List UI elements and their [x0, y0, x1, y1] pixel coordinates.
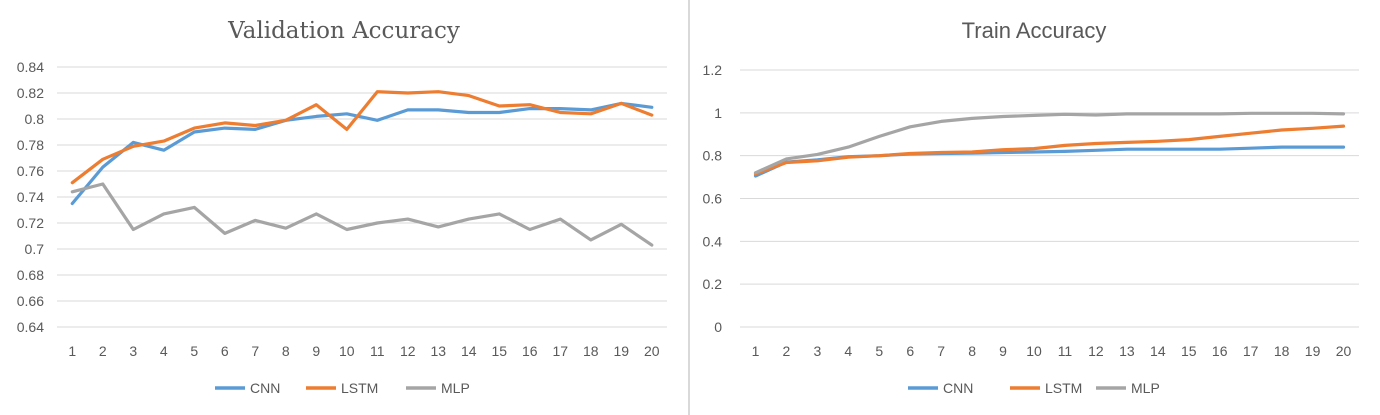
- x-tick-label: 13: [1119, 343, 1135, 359]
- x-tick-label: 10: [1026, 343, 1042, 359]
- x-tick-label: 18: [1274, 343, 1290, 359]
- x-tick-label: 11: [1058, 343, 1073, 359]
- series-line-mlp: [70, 182, 654, 247]
- legend-label-mlp: MLP: [441, 380, 470, 396]
- y-tick-label: 0.64: [17, 319, 44, 335]
- x-tick-label: 17: [552, 343, 568, 359]
- y-tick-label: 0.4: [703, 233, 723, 249]
- y-tick-label: 0.2: [703, 276, 723, 292]
- y-tick-label: 0.68: [17, 267, 44, 283]
- x-tick-label: 14: [1150, 343, 1166, 359]
- x-tick-label: 6: [221, 343, 229, 359]
- x-tick-label: 16: [1212, 343, 1228, 359]
- x-tick-label: 1: [752, 343, 760, 359]
- y-tick-label: 0.76: [17, 163, 44, 179]
- y-tick-label: 0.72: [17, 215, 44, 231]
- x-tick-label: 2: [99, 343, 107, 359]
- series-line-cnn: [753, 145, 1346, 178]
- series-line-cnn: [70, 101, 654, 206]
- legend-label-lstm: LSTM: [341, 380, 378, 396]
- x-tick-label: 7: [937, 343, 945, 359]
- y-tick-label: 1: [714, 105, 722, 121]
- chart-title: Validation Accuracy: [227, 18, 460, 44]
- x-tick-label: 16: [522, 343, 538, 359]
- y-tick-label: 0.8: [703, 148, 723, 164]
- y-tick-label: 0.84: [17, 59, 44, 75]
- y-tick-label: 0: [714, 319, 722, 335]
- legend-label-mlp: MLP: [1131, 380, 1160, 396]
- x-tick-label: 6: [906, 343, 914, 359]
- x-tick-label: 19: [1305, 343, 1321, 359]
- y-tick-label: 0.7: [25, 241, 45, 257]
- x-tick-label: 3: [813, 343, 821, 359]
- series-line-lstm: [70, 90, 654, 185]
- legend-label-lstm: LSTM: [1045, 380, 1082, 396]
- x-tick-label: 14: [461, 343, 477, 359]
- x-tick-label: 9: [312, 343, 320, 359]
- y-tick-label: 0.74: [17, 189, 44, 205]
- x-tick-label: 18: [583, 343, 599, 359]
- x-tick-label: 9: [999, 343, 1007, 359]
- panel-divider: [688, 0, 690, 415]
- legend-label-cnn: CNN: [250, 380, 280, 396]
- x-tick-label: 4: [844, 343, 852, 359]
- x-tick-label: 20: [1336, 343, 1352, 359]
- y-tick-label: 0.78: [17, 137, 44, 153]
- legend-label-cnn: CNN: [943, 380, 973, 396]
- x-tick-label: 11: [370, 343, 385, 359]
- x-tick-label: 8: [282, 343, 290, 359]
- x-tick-label: 20: [644, 343, 660, 359]
- y-tick-label: 0.6: [703, 191, 723, 207]
- x-tick-label: 2: [783, 343, 791, 359]
- x-tick-label: 5: [190, 343, 198, 359]
- x-tick-label: 8: [968, 343, 976, 359]
- x-tick-label: 10: [339, 343, 355, 359]
- chart-title: Train Accuracy: [962, 18, 1107, 43]
- x-tick-label: 15: [1181, 343, 1197, 359]
- y-tick-label: 0.82: [17, 85, 44, 101]
- x-tick-label: 13: [430, 343, 446, 359]
- x-tick-label: 4: [160, 343, 168, 359]
- x-tick-label: 12: [400, 343, 416, 359]
- validation-accuracy-svg: Validation Accuracy 0.64 0.66 0.68 0.7 0.72 0…: [17, 18, 667, 396]
- x-tick-label: 19: [613, 343, 629, 359]
- x-tick-label: 12: [1088, 343, 1104, 359]
- validation-accuracy-chart: Validation Accuracy 0.64 0.66 0.68 0.7 0.72 0…: [0, 0, 688, 415]
- x-tick-label: 15: [491, 343, 507, 359]
- y-tick-label: 1.2: [703, 62, 723, 78]
- y-tick-label: 0.8: [25, 111, 45, 127]
- x-tick-label: 7: [251, 343, 259, 359]
- x-tick-label: 5: [875, 343, 883, 359]
- series-line-lstm: [753, 124, 1346, 176]
- series-line-mlp: [753, 111, 1346, 175]
- x-tick-label: 1: [68, 343, 76, 359]
- y-tick-label: 0.66: [17, 293, 44, 309]
- x-tick-label: 17: [1243, 343, 1259, 359]
- x-tick-label: 3: [129, 343, 137, 359]
